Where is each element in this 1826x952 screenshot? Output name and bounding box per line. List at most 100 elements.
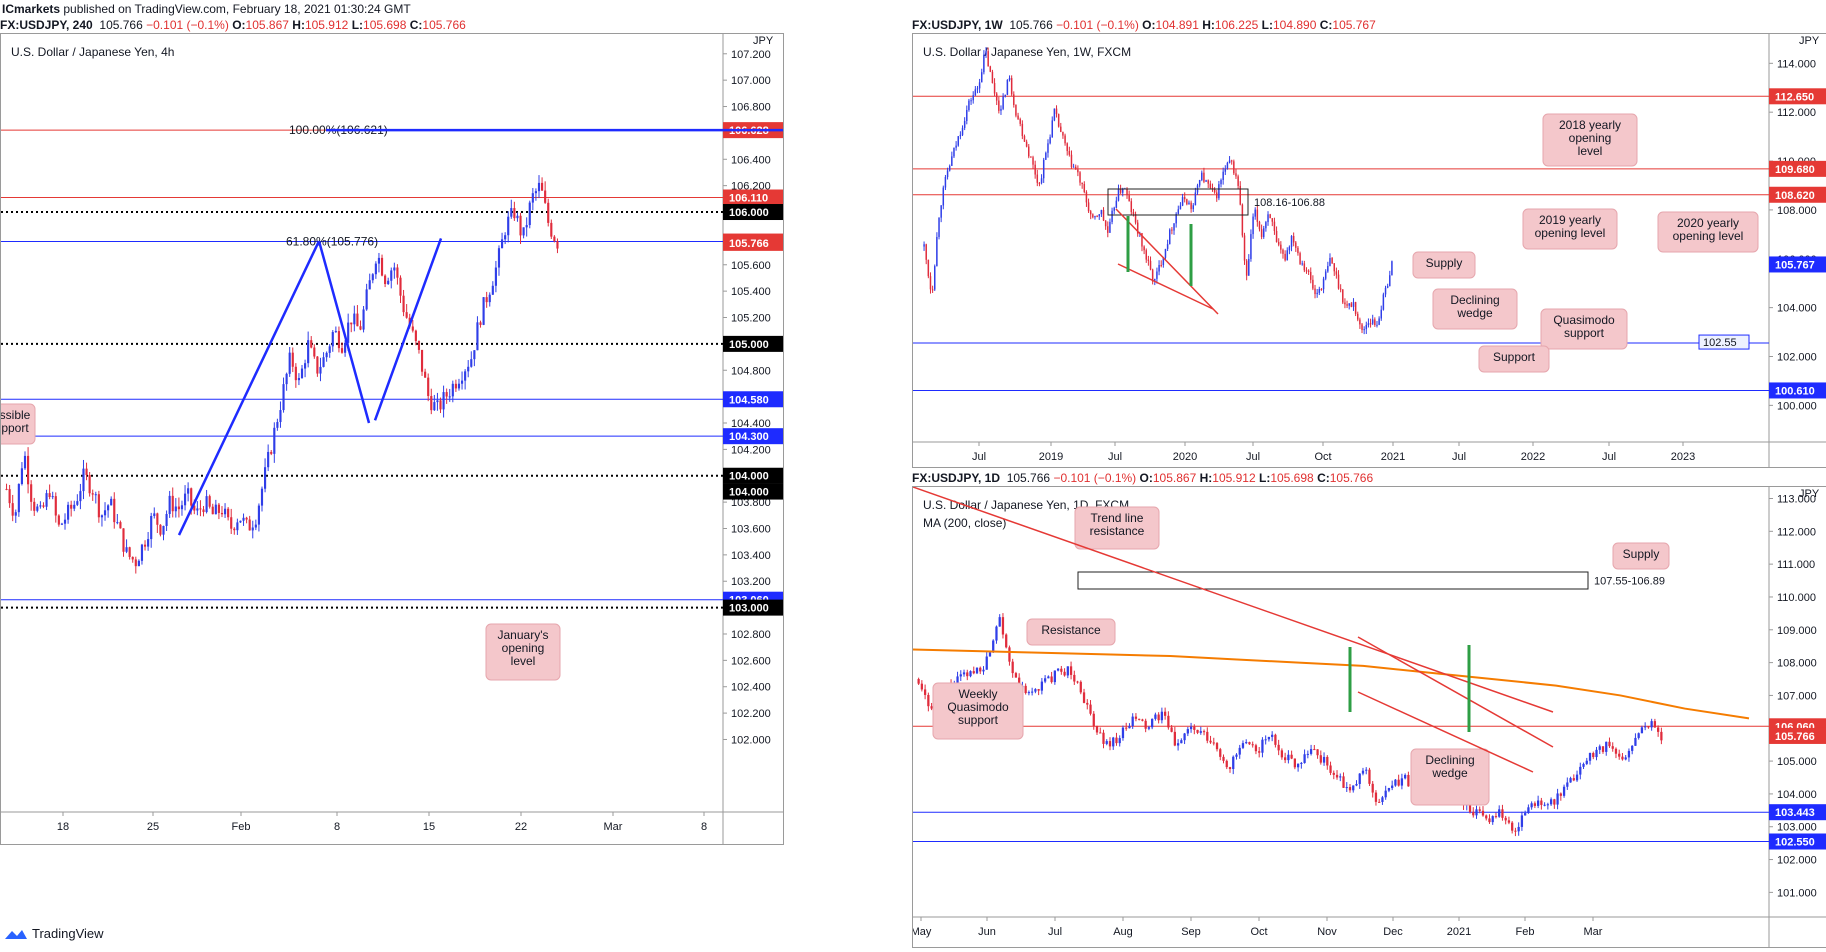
chart-panel-daily[interactable]: 113.000 112.000 111.000 110.000 109.000 108.0… — [912, 486, 1826, 948]
candle-body — [1081, 182, 1083, 185]
candle-body — [464, 371, 467, 381]
candle-body — [1077, 169, 1079, 173]
tradingview-footer[interactable]: TradingView — [4, 926, 104, 941]
candle-body — [1004, 94, 1006, 97]
candle-body — [1543, 804, 1546, 806]
candle-body — [1318, 288, 1321, 293]
candle-body — [1656, 727, 1660, 732]
x-tick-label: 2021 — [1381, 451, 1405, 463]
annotation-text: level — [511, 654, 536, 668]
candle-body — [294, 366, 297, 381]
candle-body — [1160, 265, 1162, 267]
candle-body — [233, 528, 236, 531]
y-tick-label: 111.000 — [1777, 559, 1815, 571]
candle-body — [1475, 809, 1478, 816]
candle-body — [1533, 803, 1537, 806]
candle-body — [1374, 319, 1376, 325]
candle-body — [454, 383, 457, 389]
candle-body — [1514, 830, 1517, 832]
high-value: 105.912 — [1212, 471, 1256, 485]
candle-body — [1300, 762, 1303, 764]
candle-body — [291, 352, 294, 367]
publisher-name[interactable]: ICmarkets — [2, 2, 61, 16]
candle-body — [399, 277, 402, 296]
y-tick-label: 112.000 — [1777, 107, 1816, 119]
candle-body — [547, 202, 550, 223]
candle-body — [1157, 714, 1160, 721]
candle-body — [1145, 250, 1147, 260]
annotation-callout — [1542, 113, 1638, 167]
candle-body — [1504, 817, 1507, 821]
candle-body — [1011, 661, 1014, 674]
candle-body — [1222, 756, 1225, 761]
candle-body — [1624, 757, 1627, 760]
candle-body — [1156, 271, 1158, 279]
annotation-text: Resistance — [1041, 623, 1101, 637]
candle-body — [1384, 790, 1387, 798]
candle-body — [1365, 769, 1368, 771]
candle-body — [1203, 172, 1205, 182]
candle-body — [1361, 324, 1363, 331]
candle-body — [1374, 792, 1378, 802]
y-tick-label: 105.000 — [1777, 756, 1817, 768]
wedge-upper-line — [1357, 636, 1554, 748]
candle-body — [1163, 711, 1167, 716]
candle-body — [1053, 108, 1056, 121]
candle-body — [513, 208, 516, 219]
candle-body — [304, 363, 307, 369]
candle-body — [1183, 197, 1186, 200]
candle-body — [1043, 678, 1047, 682]
candle-body — [180, 505, 184, 510]
candle-body — [1566, 782, 1569, 787]
candle-body — [1306, 753, 1309, 755]
annotation-text: Quasimodo — [947, 700, 1009, 714]
candle-body — [1601, 746, 1605, 752]
candle-body — [1113, 207, 1115, 211]
candle-body — [1201, 172, 1203, 181]
candle-body — [1173, 731, 1176, 746]
candle-body — [1008, 78, 1011, 81]
candle-body — [470, 359, 473, 367]
candle-body — [1072, 166, 1075, 168]
x-tick-label: Jul — [1452, 451, 1466, 463]
annotation-text: wedge — [1431, 766, 1468, 780]
candle-body — [1378, 318, 1380, 325]
open-value: 105.867 — [245, 18, 289, 32]
candle-body — [1282, 249, 1284, 254]
y-tick-label: 110.000 — [1777, 592, 1816, 604]
candle-body — [995, 93, 998, 101]
candle-body — [1063, 671, 1066, 676]
candle-body — [1290, 235, 1293, 247]
candle-body — [1042, 159, 1045, 179]
candle-body — [1212, 742, 1215, 744]
candle-body — [1254, 745, 1258, 752]
candle-body — [1219, 749, 1222, 757]
candle-body — [510, 208, 513, 217]
annotation-text: January's — [498, 628, 549, 642]
candle-body — [131, 556, 134, 560]
y-tick-label: 106.800 — [731, 102, 771, 114]
x-tick-label: 2020 — [1173, 451, 1197, 463]
symbol-label: FX:USDJPY, 1W — [912, 18, 1003, 32]
annotation-callout — [932, 682, 1024, 740]
candle-body — [387, 280, 390, 285]
candle-body — [1598, 746, 1601, 750]
y-tick-label: 108.000 — [1777, 658, 1817, 670]
candle-body — [1527, 807, 1530, 814]
candle-body — [516, 215, 519, 219]
candle-body — [494, 267, 497, 286]
annotation-callout — [485, 623, 561, 681]
candle-body — [242, 517, 245, 521]
annotation-callout — [1412, 251, 1476, 279]
candle-body — [951, 156, 953, 166]
candle-body — [482, 297, 485, 325]
chart-panel-weekly[interactable]: 114.000112.000110.000108.000106.000104.0… — [912, 33, 1826, 468]
price-axis-tag-label: 104.580 — [729, 394, 769, 406]
candle-body — [1092, 713, 1095, 727]
candle-body — [371, 274, 374, 281]
candle-body — [1267, 736, 1271, 740]
candle-body — [1394, 779, 1397, 786]
candle-body — [1115, 200, 1118, 208]
chart-panel-4h[interactable]: 107.200107.000106.800106.600106.400106.2… — [0, 33, 784, 845]
candle-body — [1494, 816, 1498, 818]
